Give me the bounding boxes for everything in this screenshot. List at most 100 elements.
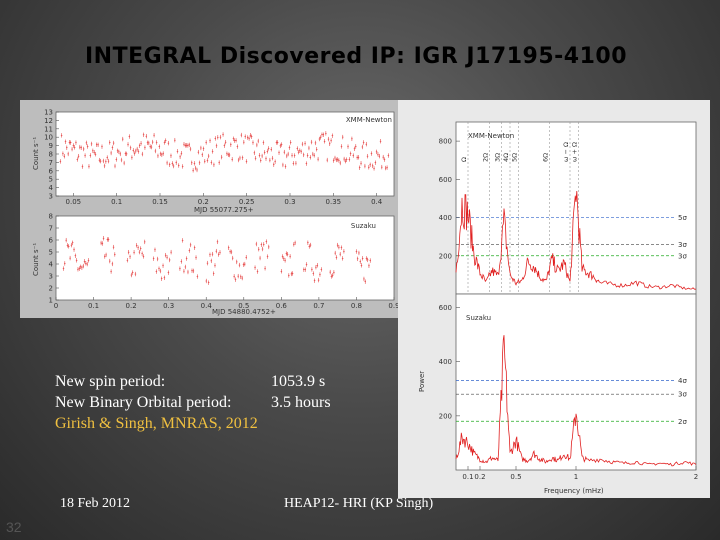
lc-ytick-label: 7	[49, 225, 53, 233]
ps-ytick-label: 400	[439, 358, 452, 366]
orbital-period-value: 3.5 hours	[271, 394, 331, 411]
lc-ytick-label: 4	[49, 261, 54, 269]
threshold-label: 2σ	[678, 418, 687, 426]
orbital-period-label: New Binary Orbital period:	[55, 394, 232, 411]
lc-ytick-label: 4	[49, 184, 54, 192]
lc-ytick-label: 3	[49, 273, 53, 281]
xmm-lc-label: XMM-Newton	[346, 116, 392, 124]
footer-conference: HEAP12- HRI (KP Singh)	[284, 496, 434, 511]
spin-period-row: New spin period: 1053.9 s	[55, 371, 331, 392]
harmonic-label: 2Ω	[482, 153, 490, 162]
lc-xtick-label: 0.1	[88, 302, 99, 310]
lc-xtick-label: 0.7	[313, 302, 324, 310]
threshold-label: 3σ	[678, 391, 687, 399]
lc-xtick-label: 0.3	[163, 302, 174, 310]
ps-ytick-label: 400	[439, 214, 452, 222]
spectrum-line	[455, 190, 696, 290]
spin-period-label: New spin period:	[55, 373, 166, 390]
ps-ytick-label: 600	[439, 304, 452, 312]
threshold-label: 3σ	[678, 252, 687, 260]
suzaku-lc-label: Suzaku	[351, 222, 376, 230]
lc-ytick-label: 5	[49, 249, 53, 257]
light-curve-panel: 3 4 5 6 7 8 9 10 11 12 13 0.05 0.1 0.15 0.2 0.25 0.3 0.35…	[20, 100, 400, 318]
threshold-label: 3σ	[678, 241, 687, 249]
lc-xtick-label: 0.05	[66, 198, 82, 206]
lc-ytick-label: 6	[49, 237, 54, 245]
lc-xtick-label: 0.35	[326, 198, 342, 206]
xmm-ps-frame	[455, 121, 697, 295]
suzaku-lc-frame	[55, 215, 395, 301]
lc-xtick-label: 0.6	[276, 302, 288, 310]
harmonic-label: 4Ω	[502, 153, 510, 162]
lc-xtick-label: 0.9	[388, 302, 398, 310]
harmonic-label: ω − Ω	[562, 142, 570, 162]
slide-number: 32	[6, 519, 22, 535]
xmm-ps-label: XMM-Newton	[468, 132, 514, 140]
ps-xtick-label: 2	[694, 473, 698, 481]
harmonic-label: 5Ω	[510, 153, 518, 162]
spin-period-value: 1053.9 s	[271, 373, 326, 390]
harmonic-label: Ω	[460, 157, 468, 162]
spectrum-line	[455, 335, 697, 467]
suzaku-lc-xlabel: MJD 54880.4752+	[212, 308, 276, 316]
ps-xtick-label: 0.5	[510, 473, 521, 481]
citation: Girish & Singh, MNRAS, 2012	[55, 415, 258, 432]
lc-ytick-label: 1	[49, 297, 53, 305]
lc-ytick-label: 7	[49, 159, 53, 167]
ps-xtick-label: 1	[574, 473, 578, 481]
suzaku-power-spectrum: 4σ 3σ 2σ 200 400 600 0.1 0.2 0.5 1 2	[439, 304, 699, 481]
lc-xtick-label: 0.4	[201, 302, 213, 310]
slide-title: INTEGRAL Discovered IP: IGR J17195-4100	[84, 44, 628, 69]
lc-xtick-label: 0.2	[126, 302, 137, 310]
lc-ytick-label: 12	[44, 117, 53, 125]
lc-ytick-label: 5	[49, 176, 53, 184]
lc-xtick-label: 0	[54, 302, 58, 310]
harmonic-label: 3Ω	[494, 153, 502, 162]
suzaku-ps-label: Suzaku	[466, 314, 491, 322]
lc-ytick-label: 3	[49, 193, 53, 201]
xmm-lc-points	[59, 131, 390, 173]
lc-xtick-label: 0.2	[198, 198, 209, 206]
results-text: New spin period: 1053.9 s New Binary Orbi…	[55, 371, 331, 434]
threshold-label: 4σ	[678, 377, 687, 385]
lc-xtick-label: 0.3	[284, 198, 295, 206]
ps-ytick-label: 200	[439, 412, 452, 420]
lc-ytick-label: 9	[49, 142, 53, 150]
lc-ytick-label: 10	[44, 134, 53, 142]
ps-xtick-label: 0.1	[462, 473, 473, 481]
suzaku-ps-frame	[455, 293, 697, 471]
harmonic-label: 6Ω	[542, 153, 550, 162]
suzaku-lc-ylabel: Count s⁻¹	[32, 243, 40, 276]
harmonic-label: ω + Ω	[570, 142, 578, 162]
xmm-lc-xlabel: MJD 55077.275+	[194, 206, 254, 214]
lc-ytick-label: 11	[44, 125, 53, 133]
orbital-period-row: New Binary Orbital period: 3.5 hours	[55, 392, 331, 413]
lc-xtick-label: 0.15	[152, 198, 168, 206]
ps-ytick-label: 600	[439, 176, 452, 184]
suzaku-lc-ticks: 1 2 3 4 5 6 7 8 0 0.1 0.2 0.3 0.4 0.5 0.6 0.7 0.8 0.9	[49, 213, 400, 311]
suzaku-lc-points	[62, 236, 372, 285]
ps-xtick-label: 0.2	[474, 473, 485, 481]
lc-xtick-label: 0.1	[111, 198, 122, 206]
lc-ytick-label: 8	[49, 151, 53, 159]
lc-xtick-label: 0.8	[351, 302, 362, 310]
ps-ytick-label: 200	[439, 252, 452, 260]
xmm-lc-frame	[55, 111, 395, 197]
ps-ylabel: Power	[418, 371, 426, 392]
ps-ytick-label: 800	[439, 138, 452, 146]
lc-ytick-label: 2	[49, 285, 53, 293]
ps-xlabel: Frequency (mHz)	[544, 487, 604, 495]
footer-date: 18 Feb 2012	[60, 496, 130, 511]
lc-ytick-label: 6	[49, 167, 54, 175]
xmm-lc-ylabel: Count s⁻¹	[32, 137, 40, 170]
lc-ytick-label: 13	[44, 109, 53, 117]
lc-xtick-label: 0.25	[239, 198, 255, 206]
threshold-label: 5σ	[678, 214, 687, 222]
lc-xtick-label: 0.4	[371, 198, 383, 206]
lc-ytick-label: 8	[49, 213, 53, 221]
